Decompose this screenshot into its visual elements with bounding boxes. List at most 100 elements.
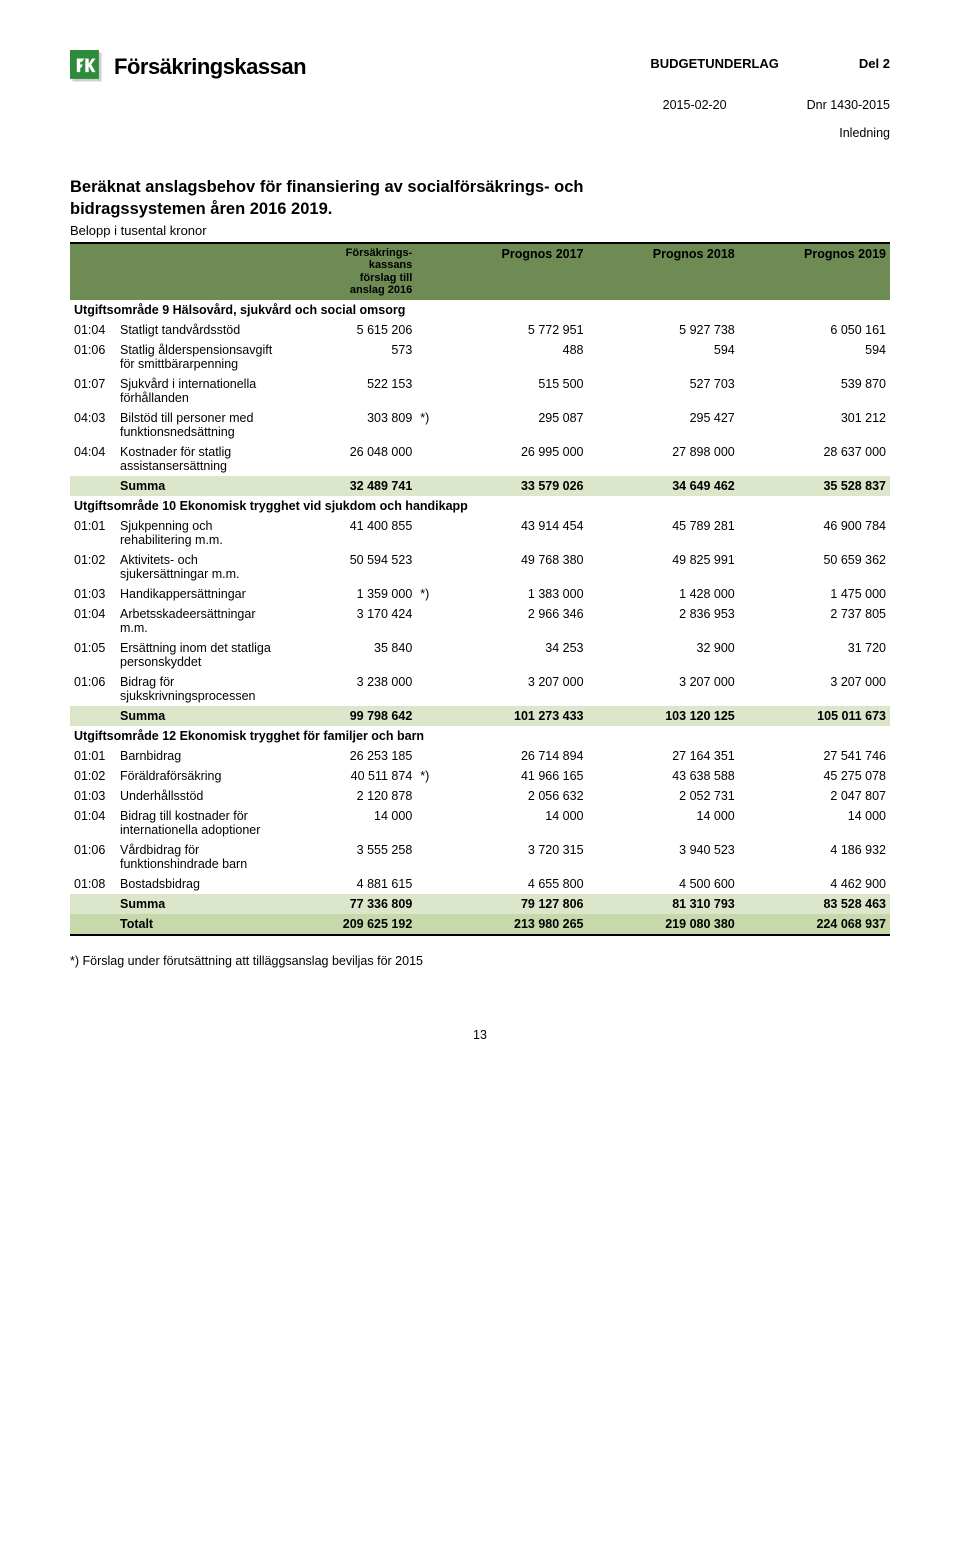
- val-2018: 594: [588, 340, 739, 374]
- row-desc: Föräldraförsäkring: [116, 766, 286, 786]
- val-2016: 303 809: [286, 408, 416, 442]
- val-2016: 5 615 206: [286, 320, 416, 340]
- sum-row: Summa99 798 642101 273 433103 120 125105…: [70, 706, 890, 726]
- table-row: 01:06Statlig ålderspensionsavgift för sm…: [70, 340, 890, 374]
- val-2017: 2 056 632: [436, 786, 587, 806]
- val-2018: 4 500 600: [588, 874, 739, 894]
- row-desc: Handikappersättningar: [116, 584, 286, 604]
- total-blank: [70, 914, 116, 935]
- val-2016: 26 253 185: [286, 746, 416, 766]
- val-2017: 34 253: [436, 638, 587, 672]
- row-mark: [416, 672, 436, 706]
- val-2018: 14 000: [588, 806, 739, 840]
- col-mark: [416, 243, 436, 301]
- val-2017: 515 500: [436, 374, 587, 408]
- val-2018: 49 825 991: [588, 550, 739, 584]
- table-row: 01:02Aktivitets- och sjukersättningar m.…: [70, 550, 890, 584]
- brand-name: Försäkringskassan: [114, 54, 306, 80]
- val-2017: 43 914 454: [436, 516, 587, 550]
- val-2019: 4 462 900: [739, 874, 890, 894]
- val-2018: 2 836 953: [588, 604, 739, 638]
- row-desc: Kostnader för statlig assistansersättnin…: [116, 442, 286, 476]
- val-2018: 27 164 351: [588, 746, 739, 766]
- page: Försäkringskassan BUDGETUNDERLAG Del 2 2…: [0, 0, 960, 1082]
- section-heading: Utgiftsområde 12 Ekonomisk trygghet för …: [70, 726, 890, 746]
- val-2019: 6 050 161: [739, 320, 890, 340]
- val-2018: 295 427: [588, 408, 739, 442]
- table-row: 01:08Bostadsbidrag4 881 6154 655 8004 50…: [70, 874, 890, 894]
- val-2019: 594: [739, 340, 890, 374]
- sum-2018: 34 649 462: [588, 476, 739, 496]
- total-row: Totalt209 625 192213 980 265219 080 3802…: [70, 914, 890, 935]
- sum-2019: 105 011 673: [739, 706, 890, 726]
- sum-mark: [416, 894, 436, 914]
- sum-blank: [70, 894, 116, 914]
- val-2019: 3 207 000: [739, 672, 890, 706]
- row-mark: [416, 806, 436, 840]
- footnote: *) Förslag under förutsättning att tillä…: [70, 954, 890, 968]
- row-desc: Aktivitets- och sjukersättningar m.m.: [116, 550, 286, 584]
- row-code: 01:06: [70, 672, 116, 706]
- table-row: 04:04Kostnader för statlig assistansersä…: [70, 442, 890, 476]
- val-2017: 41 966 165: [436, 766, 587, 786]
- val-2016: 522 153: [286, 374, 416, 408]
- val-2018: 45 789 281: [588, 516, 739, 550]
- val-2019: 301 212: [739, 408, 890, 442]
- col-2019: Prognos 2019: [739, 243, 890, 301]
- val-2016: 26 048 000: [286, 442, 416, 476]
- row-desc: Barnbidrag: [116, 746, 286, 766]
- row-mark: *): [416, 766, 436, 786]
- section-heading-row: Utgiftsområde 12 Ekonomisk trygghet för …: [70, 726, 890, 746]
- val-2016: 573: [286, 340, 416, 374]
- total-2018: 219 080 380: [588, 914, 739, 935]
- row-code: 01:02: [70, 766, 116, 786]
- val-2016: 35 840: [286, 638, 416, 672]
- sum-2017: 79 127 806: [436, 894, 587, 914]
- table-row: 01:01Barnbidrag26 253 18526 714 89427 16…: [70, 746, 890, 766]
- val-2017: 5 772 951: [436, 320, 587, 340]
- table-head: Försäkrings- kassans förslag till anslag…: [70, 243, 890, 301]
- row-code: 01:04: [70, 806, 116, 840]
- total-2019: 224 068 937: [739, 914, 890, 935]
- row-code: 01:06: [70, 840, 116, 874]
- sum-blank: [70, 476, 116, 496]
- val-2018: 527 703: [588, 374, 739, 408]
- row-code: 01:02: [70, 550, 116, 584]
- val-2019: 31 720: [739, 638, 890, 672]
- val-2016: 50 594 523: [286, 550, 416, 584]
- val-2017: 488: [436, 340, 587, 374]
- val-2019: 14 000: [739, 806, 890, 840]
- row-mark: [416, 340, 436, 374]
- row-desc: Sjukpenning och rehabilitering m.m.: [116, 516, 286, 550]
- table-row: 01:01Sjukpenning och rehabilitering m.m.…: [70, 516, 890, 550]
- sum-label: Summa: [116, 476, 286, 496]
- fk-logo-icon: [70, 50, 104, 84]
- val-2017: 26 995 000: [436, 442, 587, 476]
- val-2016: 3 170 424: [286, 604, 416, 638]
- row-mark: [416, 516, 436, 550]
- sum-2019: 83 528 463: [739, 894, 890, 914]
- val-2018: 1 428 000: [588, 584, 739, 604]
- fk-l4: anslag 2016: [350, 284, 412, 296]
- section-heading: Utgiftsområde 10 Ekonomisk trygghet vid …: [70, 496, 890, 516]
- sum-row: Summa77 336 80979 127 80681 310 79383 52…: [70, 894, 890, 914]
- header: Försäkringskassan BUDGETUNDERLAG Del 2: [70, 50, 890, 84]
- col-2017: Prognos 2017: [436, 243, 587, 301]
- sum-2016: 99 798 642: [286, 706, 416, 726]
- header-row: Försäkrings- kassans förslag till anslag…: [70, 243, 890, 301]
- row-desc: Sjukvård i internationella förhållanden: [116, 374, 286, 408]
- val-2017: 26 714 894: [436, 746, 587, 766]
- val-2019: 45 275 078: [739, 766, 890, 786]
- val-2016: 2 120 878: [286, 786, 416, 806]
- section-heading-row: Utgiftsområde 10 Ekonomisk trygghet vid …: [70, 496, 890, 516]
- sum-label: Summa: [116, 894, 286, 914]
- row-code: 01:08: [70, 874, 116, 894]
- val-2019: 4 186 932: [739, 840, 890, 874]
- row-code: 04:03: [70, 408, 116, 442]
- total-2017: 213 980 265: [436, 914, 587, 935]
- row-desc: Arbetsskadeersättningar m.m.: [116, 604, 286, 638]
- doc-dnr: Dnr 1430-2015: [807, 98, 890, 112]
- total-mark: [416, 914, 436, 935]
- row-code: 01:01: [70, 516, 116, 550]
- row-mark: [416, 550, 436, 584]
